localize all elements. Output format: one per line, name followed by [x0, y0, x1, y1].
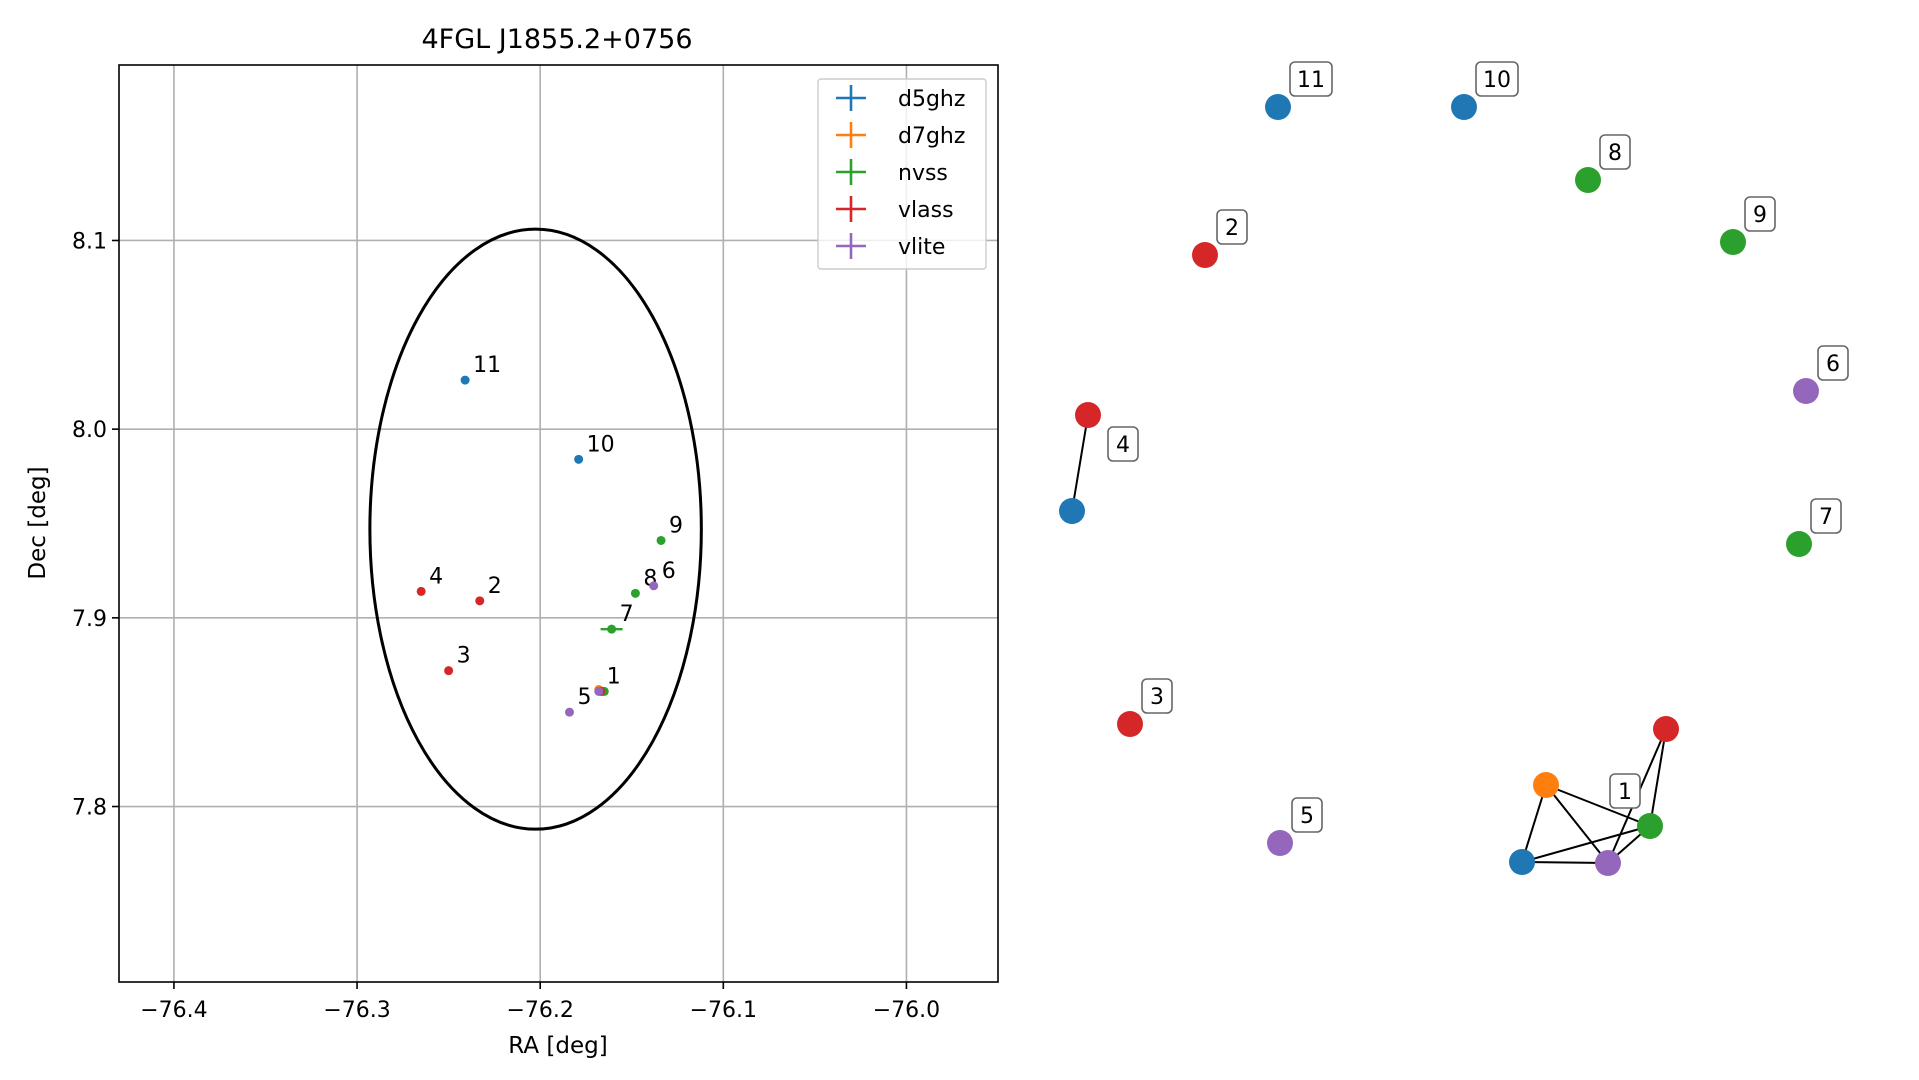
data-point-vlite — [594, 686, 604, 696]
y-axis-label: Dec [deg] — [25, 466, 51, 579]
point-label: 5 — [577, 685, 591, 710]
node-label: 6 — [1826, 352, 1840, 377]
point-label: 1 — [607, 664, 621, 689]
graph-node — [1637, 813, 1663, 839]
graph-node — [1575, 167, 1601, 193]
graph-edge — [1521, 784, 1547, 863]
legend-entries: d5ghz d7ghz nvss vlass vlite — [836, 85, 965, 260]
x-tick-label: −76.2 — [506, 998, 573, 1023]
node-label: 7 — [1819, 505, 1833, 530]
node-label-box — [1817, 345, 1849, 381]
graph-node — [1595, 850, 1621, 876]
node-label: 11 — [1297, 68, 1325, 93]
chart-title: 4FGL J1855.2+0756 — [421, 24, 692, 55]
point-label: 7 — [620, 602, 634, 627]
node-label-box — [1475, 61, 1519, 97]
graph-node — [1192, 242, 1218, 268]
y-tick-label: 8.0 — [72, 418, 107, 443]
node-label: 10 — [1483, 68, 1511, 93]
node-label-box — [1216, 209, 1248, 245]
graph-node — [1509, 849, 1535, 875]
graph-edge — [1521, 861, 1609, 864]
point-label: 9 — [669, 513, 683, 538]
legend-label-d5ghz: d5ghz — [898, 87, 965, 112]
graph-node — [1533, 772, 1559, 798]
node-label: 4 — [1116, 433, 1130, 458]
graph-node — [1075, 402, 1101, 428]
node-label-box — [1107, 426, 1139, 462]
data-point-vlite — [649, 581, 659, 591]
legend-label-vlass: vlass — [898, 198, 954, 223]
legend-label-nvss: nvss — [898, 161, 948, 186]
graph-node — [1793, 378, 1819, 404]
graph-nodes: 11 10 8 2 9 6 4 7 3 5 1 — [1059, 61, 1849, 876]
node-label: 5 — [1300, 804, 1314, 829]
error-ellipse-layer — [368, 227, 703, 831]
node-label-box — [1609, 773, 1641, 809]
data-point-vlass — [416, 586, 426, 596]
point-label: 2 — [488, 574, 502, 599]
y-tick-label: 8.1 — [72, 229, 107, 254]
graph-node — [1059, 498, 1085, 524]
point-label: 10 — [587, 432, 615, 457]
node-label: 9 — [1753, 203, 1767, 228]
graph-node — [1267, 830, 1293, 856]
legend-label-vlite: vlite — [898, 235, 945, 260]
data-point-vlite — [564, 707, 574, 717]
x-tick-label: −76.3 — [323, 998, 390, 1023]
node-label-box — [1599, 134, 1631, 170]
graph-edge — [1521, 825, 1651, 863]
node-label: 2 — [1225, 216, 1239, 241]
data-point-nvss — [656, 535, 666, 545]
y-tick-label: 7.9 — [72, 607, 107, 632]
legend-label-d7ghz: d7ghz — [898, 124, 965, 149]
legend: d5ghz d7ghz nvss vlass vlite — [817, 78, 987, 270]
node-label: 3 — [1150, 685, 1164, 710]
graph-edge — [1071, 414, 1089, 512]
point-label: 6 — [662, 559, 676, 584]
axis-ticks: −76.4 −76.3 −76.2 −76.1 −76.0 7.8 7.9 8.0 8.1 — [72, 229, 940, 1023]
data-point-nvss — [607, 624, 617, 634]
error-ellipse — [368, 227, 703, 831]
node-label-box — [1810, 498, 1842, 534]
graph-panel: 11 10 8 2 9 6 4 7 3 5 1 — [1059, 61, 1849, 876]
point-label: 3 — [457, 644, 471, 669]
node-label: 8 — [1608, 141, 1622, 166]
graph-node — [1117, 711, 1143, 737]
node-label-box — [1291, 797, 1323, 833]
graph-edge — [1545, 784, 1651, 827]
point-label: 4 — [429, 564, 443, 589]
x-axis-label: RA [deg] — [508, 1033, 607, 1059]
graph-node — [1451, 94, 1477, 120]
graph-node — [1786, 531, 1812, 557]
legend-frame — [817, 78, 987, 270]
x-tick-label: −76.0 — [873, 998, 940, 1023]
x-tick-label: −76.1 — [690, 998, 757, 1023]
data-point-d5ghz — [460, 375, 470, 385]
node-label-box — [1744, 196, 1776, 232]
data-point-vlass — [475, 596, 485, 606]
data-point-nvss — [630, 588, 640, 598]
node-label: 1 — [1618, 780, 1632, 805]
data-point-vlass — [444, 666, 454, 676]
node-label-box — [1141, 678, 1173, 714]
node-label-box — [1289, 61, 1333, 97]
graph-node — [1265, 94, 1291, 120]
axes-frame — [118, 64, 999, 983]
x-tick-label: −76.4 — [140, 998, 207, 1023]
graph-node — [1653, 716, 1679, 742]
data-point-d5ghz — [574, 454, 584, 464]
point-label: 11 — [473, 353, 501, 378]
y-tick-label: 7.8 — [72, 796, 107, 821]
graph-edge — [1545, 784, 1609, 864]
graph-node — [1720, 229, 1746, 255]
graph-edge — [1649, 728, 1667, 827]
